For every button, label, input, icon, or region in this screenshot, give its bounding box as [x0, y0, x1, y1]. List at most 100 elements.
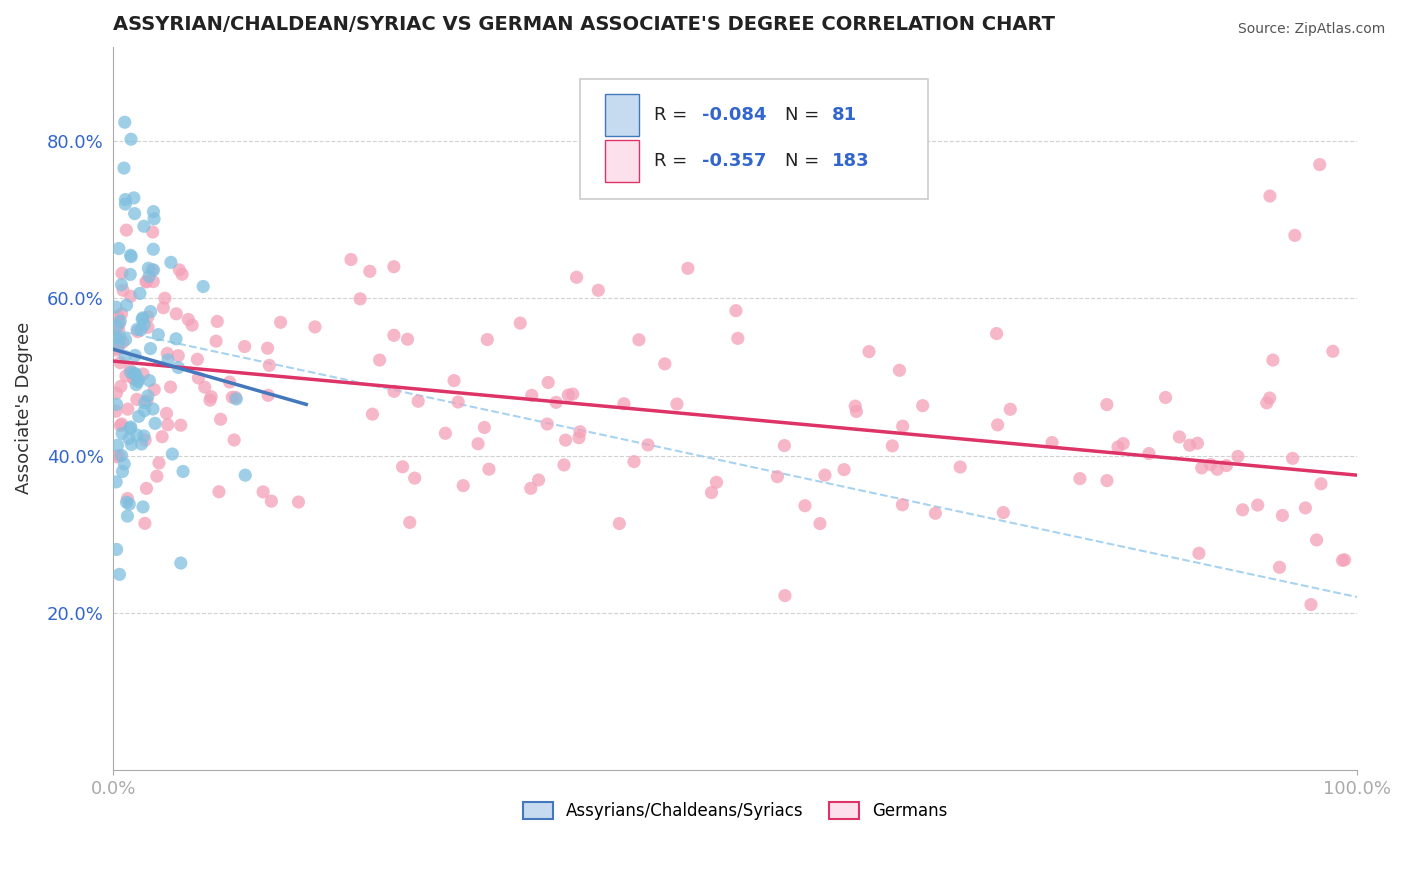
Point — [225, 392, 247, 406]
Point — [112, 457, 135, 471]
Point — [1309, 158, 1331, 172]
Point — [1154, 391, 1177, 405]
Point — [588, 283, 610, 297]
Point — [114, 115, 136, 129]
Point — [478, 462, 501, 476]
Point — [127, 325, 149, 339]
Point — [882, 439, 904, 453]
Point — [107, 310, 129, 324]
Point — [1095, 398, 1118, 412]
Point — [181, 318, 204, 332]
Point — [160, 255, 183, 269]
Point — [104, 300, 127, 314]
Point — [136, 310, 159, 324]
Point — [520, 388, 543, 402]
Point — [105, 475, 128, 489]
Point — [773, 589, 796, 603]
Point — [1294, 500, 1316, 515]
Point — [170, 418, 193, 433]
Point — [172, 465, 194, 479]
Point — [134, 516, 156, 531]
Point — [186, 352, 208, 367]
Point — [114, 333, 136, 347]
Point — [138, 374, 160, 388]
Point — [111, 266, 134, 280]
Point — [858, 344, 880, 359]
Point — [108, 314, 131, 328]
Point — [107, 449, 129, 463]
Point — [359, 264, 381, 278]
Point — [1232, 503, 1254, 517]
Point — [205, 334, 228, 348]
Point — [187, 371, 209, 385]
Point — [135, 482, 157, 496]
Point — [193, 279, 215, 293]
Point — [125, 367, 148, 381]
Point — [406, 394, 429, 409]
Bar — [605, 140, 640, 182]
Point — [891, 498, 914, 512]
Point — [111, 465, 134, 479]
Point — [536, 417, 558, 431]
Point — [120, 250, 142, 264]
Point — [118, 432, 141, 446]
Point — [368, 353, 391, 368]
Point — [654, 357, 676, 371]
Point — [706, 475, 728, 490]
Point — [1168, 430, 1191, 444]
Point — [120, 420, 142, 434]
Point — [122, 191, 145, 205]
Point — [129, 286, 152, 301]
Point — [224, 391, 246, 405]
Point — [398, 516, 420, 530]
Point — [170, 556, 193, 570]
Point — [120, 248, 142, 262]
Point — [218, 375, 240, 389]
Point — [565, 270, 588, 285]
Text: -0.084: -0.084 — [702, 106, 766, 124]
Point — [224, 433, 246, 447]
Point — [637, 438, 659, 452]
Point — [120, 363, 142, 377]
Point — [557, 388, 579, 402]
Point — [844, 399, 866, 413]
Point — [120, 365, 142, 379]
Point — [1268, 560, 1291, 574]
Point — [115, 495, 138, 509]
Point — [569, 425, 592, 439]
Point — [136, 389, 159, 403]
Point — [117, 491, 139, 506]
Point — [257, 388, 280, 402]
Point — [120, 268, 142, 282]
Point — [554, 433, 576, 447]
Point — [627, 333, 650, 347]
Point — [110, 277, 132, 292]
Point — [150, 430, 173, 444]
Point — [131, 312, 153, 326]
Point — [108, 317, 131, 331]
Point — [122, 371, 145, 385]
Point — [209, 412, 232, 426]
Point — [142, 263, 165, 277]
Point — [623, 455, 645, 469]
Point — [165, 307, 187, 321]
Point — [132, 429, 155, 443]
Point — [114, 197, 136, 211]
Point — [194, 380, 217, 394]
Point — [256, 341, 278, 355]
Point — [208, 484, 231, 499]
Point — [198, 393, 221, 408]
Point — [382, 384, 405, 399]
Point — [613, 397, 636, 411]
Text: R =: R = — [654, 106, 693, 124]
Point — [146, 469, 169, 483]
Point — [114, 350, 136, 364]
Point — [1284, 228, 1306, 243]
Y-axis label: Associate's Degree: Associate's Degree — [15, 322, 32, 494]
Point — [143, 211, 166, 226]
Point — [1226, 450, 1249, 464]
Point — [132, 310, 155, 325]
Point — [1258, 189, 1281, 203]
Point — [142, 242, 165, 256]
Point — [911, 399, 934, 413]
